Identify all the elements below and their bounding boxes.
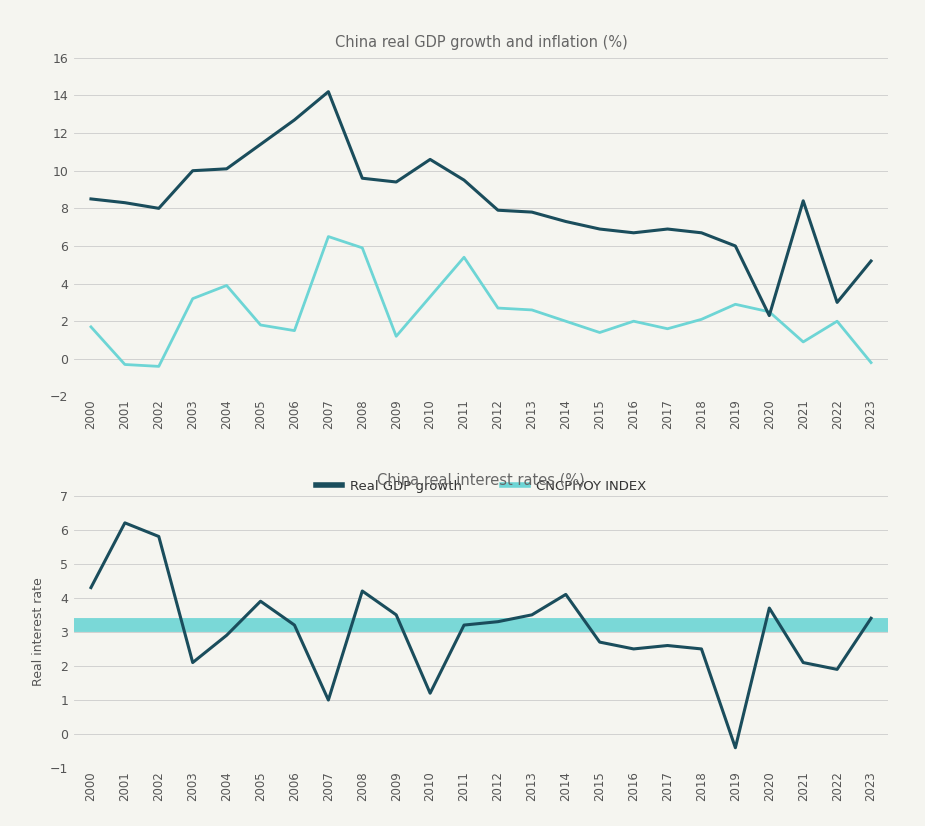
Y-axis label: Real interest rate: Real interest rate [31, 577, 44, 686]
Title: China real interest rates (%): China real interest rates (%) [377, 472, 585, 487]
Legend: Real GDP growth, CNCPIYOY INDEX: Real GDP growth, CNCPIYOY INDEX [311, 475, 651, 498]
Title: China real GDP growth and inflation (%): China real GDP growth and inflation (%) [335, 35, 627, 50]
